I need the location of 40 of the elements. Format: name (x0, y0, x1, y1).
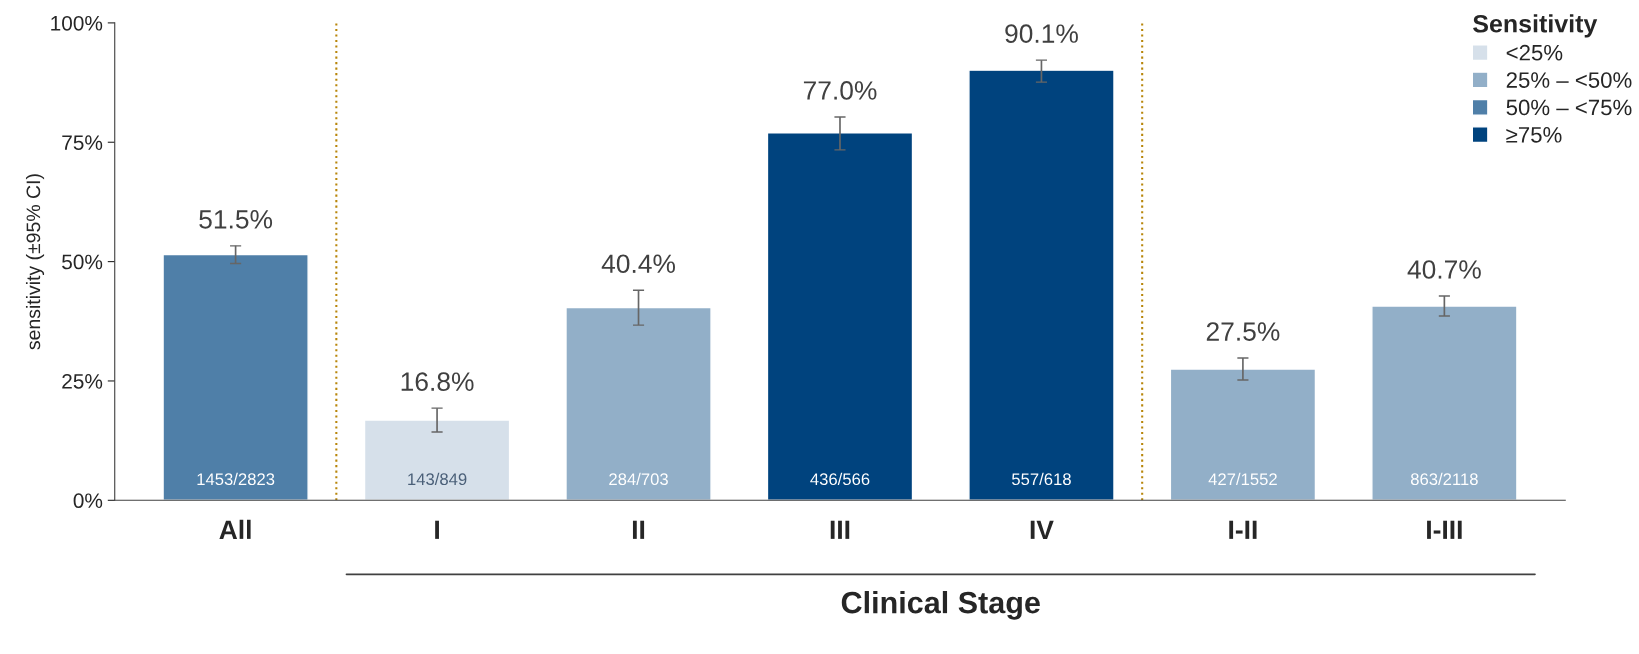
y-tick-label: 100% (51, 15, 103, 31)
data-label: 77.0% (803, 81, 877, 100)
legend-label: 25% – <50% (1506, 72, 1632, 88)
annotation: 427/1552 (1208, 472, 1277, 486)
x-tick-label: I-III (1427, 520, 1462, 539)
data-label: 27.5% (1206, 322, 1280, 341)
data-label: 90.1% (1005, 24, 1078, 43)
data-label: 51.5% (199, 210, 273, 229)
legend-title: Sensitivity (1473, 14, 1598, 38)
x-tick-label: III (830, 520, 850, 539)
y-tick-label: 75% (62, 135, 103, 150)
x-tick-label: All (219, 519, 251, 539)
bar (1169, 368, 1317, 501)
legend-label: <25% (1506, 44, 1563, 61)
x-tick-label: I-II (1229, 520, 1257, 539)
x-tick-label: IV (1030, 520, 1054, 539)
y-tick-label: 50% (62, 254, 103, 270)
bar (162, 253, 309, 501)
data-label: 40.4% (601, 254, 675, 274)
x-tick-label: II (632, 520, 645, 539)
legend-label: ≥75% (1506, 127, 1562, 143)
annotation: 143/849 (408, 472, 467, 486)
y-tick-label: 25% (62, 373, 103, 389)
data-label: 40.7% (1407, 260, 1481, 279)
annotation: 284/703 (609, 472, 668, 486)
x-axis-title: Clinical Stage (841, 591, 1040, 620)
y-axis-title: sensitivity (±95% CI) (25, 174, 45, 350)
annotation: 1453/2823 (197, 472, 275, 486)
legend-label: 50% – <75% (1506, 99, 1632, 116)
annotation: 436/566 (810, 472, 870, 486)
bar (968, 69, 1115, 501)
bar (363, 419, 511, 501)
data-label: 16.8% (401, 372, 474, 392)
bar (565, 306, 712, 501)
y-tick-label: 0% (73, 493, 103, 509)
bar (1371, 305, 1518, 501)
annotation: 557/618 (1011, 472, 1071, 486)
bar (766, 132, 914, 501)
annotation: 863/2118 (1410, 472, 1478, 486)
x-tick-label: I (435, 520, 439, 539)
